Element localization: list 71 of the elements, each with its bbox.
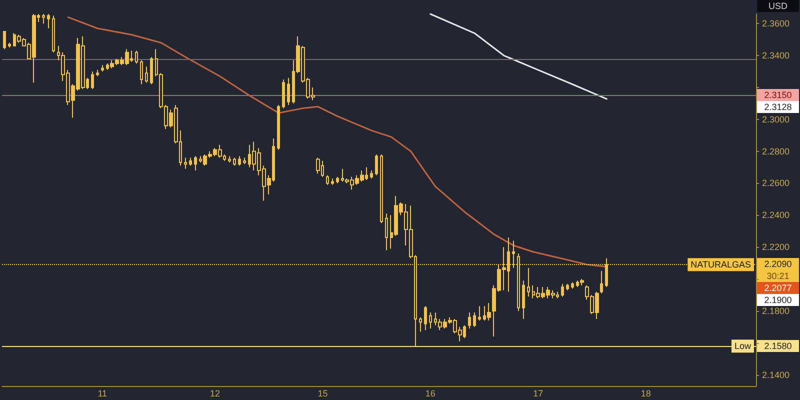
candlestick bbox=[287, 77, 290, 106]
x-tick-label: 18 bbox=[640, 388, 651, 398]
candlestick bbox=[566, 283, 569, 291]
candlestick bbox=[140, 60, 143, 85]
candlestick bbox=[238, 156, 241, 166]
candlestick bbox=[8, 42, 11, 48]
text: 2.3150 bbox=[764, 90, 792, 100]
candlestick bbox=[473, 312, 476, 328]
candlestick bbox=[101, 64, 104, 72]
candlestick bbox=[52, 15, 55, 53]
candlestick bbox=[419, 316, 422, 332]
y-tick-label: 2.3000 bbox=[762, 114, 790, 124]
candlestick bbox=[424, 306, 427, 331]
candlestick bbox=[580, 278, 584, 286]
candlestick bbox=[527, 267, 530, 298]
candlestick bbox=[561, 283, 564, 298]
candlestick bbox=[375, 154, 378, 176]
candlestick bbox=[316, 157, 320, 174]
y-tick-label: 2.2800 bbox=[762, 146, 790, 156]
text: 2.1580 bbox=[764, 341, 792, 351]
candlestick bbox=[135, 50, 138, 64]
candlestick bbox=[96, 69, 99, 77]
y-tick-label: 2.2600 bbox=[762, 178, 790, 188]
x-tick-label: 12 bbox=[210, 388, 220, 398]
candlestick bbox=[331, 178, 334, 186]
candlestick bbox=[184, 157, 187, 170]
candlestick bbox=[571, 282, 574, 290]
candlestick bbox=[468, 312, 471, 330]
candlestick bbox=[3, 31, 6, 50]
candlestick bbox=[91, 70, 94, 90]
candlestick bbox=[370, 170, 373, 179]
ref-line-label: NATURALGAS bbox=[690, 260, 751, 270]
line-series bbox=[67, 16, 608, 268]
y-tick-label: 2.1400 bbox=[762, 370, 790, 380]
y-tick-label: 2.3400 bbox=[762, 50, 790, 61]
candlestick bbox=[150, 56, 153, 85]
candlestick bbox=[487, 302, 491, 322]
candlestick bbox=[189, 157, 192, 166]
candlestick bbox=[380, 154, 383, 224]
y-tick-label: 2.3600 bbox=[762, 18, 790, 29]
candlestick bbox=[228, 156, 231, 163]
x-tick-label: 17 bbox=[533, 388, 544, 398]
candlestick bbox=[326, 174, 329, 186]
candlestick bbox=[385, 213, 388, 251]
y-tick-label: 2.1800 bbox=[762, 306, 790, 316]
candlestick bbox=[282, 78, 285, 109]
candlestick bbox=[243, 157, 246, 165]
ref-line-label: Low bbox=[734, 341, 752, 352]
candlestick bbox=[429, 312, 432, 330]
candlestick bbox=[478, 306, 481, 322]
candlestick bbox=[522, 280, 525, 320]
line-series bbox=[430, 13, 608, 100]
x-tick-label: 16 bbox=[425, 388, 436, 398]
candlestick bbox=[194, 156, 197, 171]
x-tick-label: 15 bbox=[318, 388, 328, 398]
candlestick bbox=[42, 14, 45, 24]
candlestick bbox=[336, 176, 339, 184]
candlestick bbox=[600, 270, 603, 294]
text: 30:21 bbox=[766, 271, 790, 281]
text: 2.2090 bbox=[764, 259, 792, 269]
y-tick-label: 2.2400 bbox=[762, 210, 790, 220]
x-tick-label: 11 bbox=[98, 388, 108, 398]
y-tick-label: 2.2200 bbox=[762, 242, 790, 252]
text: 2.1900 bbox=[764, 295, 792, 305]
text: USD bbox=[768, 1, 788, 11]
candlestick bbox=[145, 66, 148, 84]
candlestick bbox=[47, 14, 50, 29]
text: 2.2077 bbox=[764, 283, 792, 293]
candlestick bbox=[277, 104, 280, 150]
candlestick bbox=[233, 157, 236, 166]
text: 2.3128 bbox=[764, 102, 792, 112]
